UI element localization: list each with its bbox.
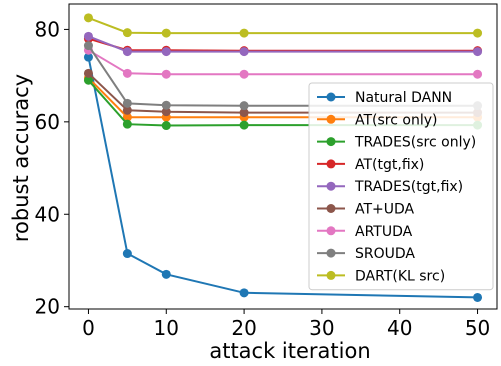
- series-point-5-1: [122, 105, 132, 115]
- legend-swatch-marker: [326, 159, 336, 169]
- series-point-7-3: [239, 101, 249, 111]
- x-tick-label: 40: [387, 316, 412, 340]
- series-point-4-3: [239, 47, 249, 57]
- legend-label: AT(src only): [355, 112, 437, 128]
- legend-swatch-marker: [326, 204, 336, 213]
- series-point-0-2: [161, 269, 171, 279]
- legend-label: AT+UDA: [355, 202, 415, 218]
- series-point-8-4: [473, 28, 483, 38]
- series-point-4-0: [83, 31, 93, 41]
- series-point-4-2: [161, 47, 171, 57]
- series-point-6-3: [239, 69, 249, 79]
- series-point-0-3: [239, 288, 249, 298]
- legend-label: Natural DANN: [355, 90, 452, 106]
- series-point-6-1: [122, 68, 132, 78]
- series-line-6: [87, 49, 478, 76]
- legend-swatch-marker: [326, 181, 336, 191]
- x-axis-label: attack iteration: [209, 339, 370, 362]
- x-tick-label: 0: [82, 316, 95, 340]
- series-point-5-3: [239, 108, 249, 118]
- y-tick-label: 20: [35, 295, 60, 319]
- series-point-2-1: [122, 119, 132, 129]
- legend-label: TRADES(src only): [354, 135, 476, 151]
- legend-label: TRADES(tgt,fix): [354, 179, 463, 195]
- series-point-0-4: [473, 292, 483, 302]
- series-line-3: [88, 37, 478, 52]
- series-point-1-1: [122, 112, 132, 122]
- legend-box: [308, 82, 494, 291]
- legend-label: SROUDA: [355, 246, 415, 262]
- plot-frame: [68, 3, 498, 310]
- y-axis-label: robust accuracy: [9, 74, 33, 242]
- series-point-4-1: [122, 47, 132, 57]
- series-point-8-3: [239, 28, 249, 38]
- series-point-2-2: [161, 121, 171, 131]
- legend-swatch-marker: [326, 270, 336, 280]
- series-point-8-0: [83, 13, 93, 23]
- series-point-6-4: [473, 69, 483, 79]
- y-tick-label: 40: [35, 202, 60, 226]
- series-point-0-0: [83, 52, 93, 62]
- series-point-7-0: [83, 41, 93, 51]
- axes: 0 10 20 30 40 50 20 40 60 80: [35, 3, 498, 340]
- legend-swatch-marker: [326, 248, 336, 258]
- series-point-2-3: [239, 120, 249, 130]
- legend-label: ARTUDA: [355, 224, 413, 240]
- y-tick-label: 60: [35, 110, 60, 134]
- x-tick-label: 30: [309, 316, 334, 340]
- series-point-8-1: [122, 28, 132, 38]
- legend-swatch-marker: [326, 92, 336, 102]
- series-point-7-1: [122, 98, 132, 108]
- legend-swatch-marker: [326, 114, 336, 124]
- series-point-4-4: [473, 47, 483, 57]
- series-point-0-1: [122, 249, 132, 259]
- series-point-6-2: [161, 69, 171, 79]
- series-point-5-2: [161, 107, 171, 117]
- legend-label: DART(KL src): [355, 268, 445, 284]
- x-tick-label: 50: [465, 316, 490, 340]
- series-point-8-2: [161, 28, 171, 38]
- series-point-7-2: [161, 100, 171, 110]
- series-point-2-0: [83, 75, 93, 85]
- legend-swatch-marker: [326, 137, 336, 147]
- series-line-8: [88, 16, 478, 35]
- y-tick-label: 80: [35, 17, 60, 41]
- series-point-5-0: [83, 68, 93, 78]
- x-tick-label: 10: [154, 316, 179, 340]
- legend-label: AT(tgt,fix): [355, 157, 424, 173]
- x-tick-label: 20: [231, 316, 256, 340]
- legend: Natural DANN AT(src only) TRADES(src only)…: [308, 82, 494, 291]
- legend-swatch-marker: [326, 226, 336, 236]
